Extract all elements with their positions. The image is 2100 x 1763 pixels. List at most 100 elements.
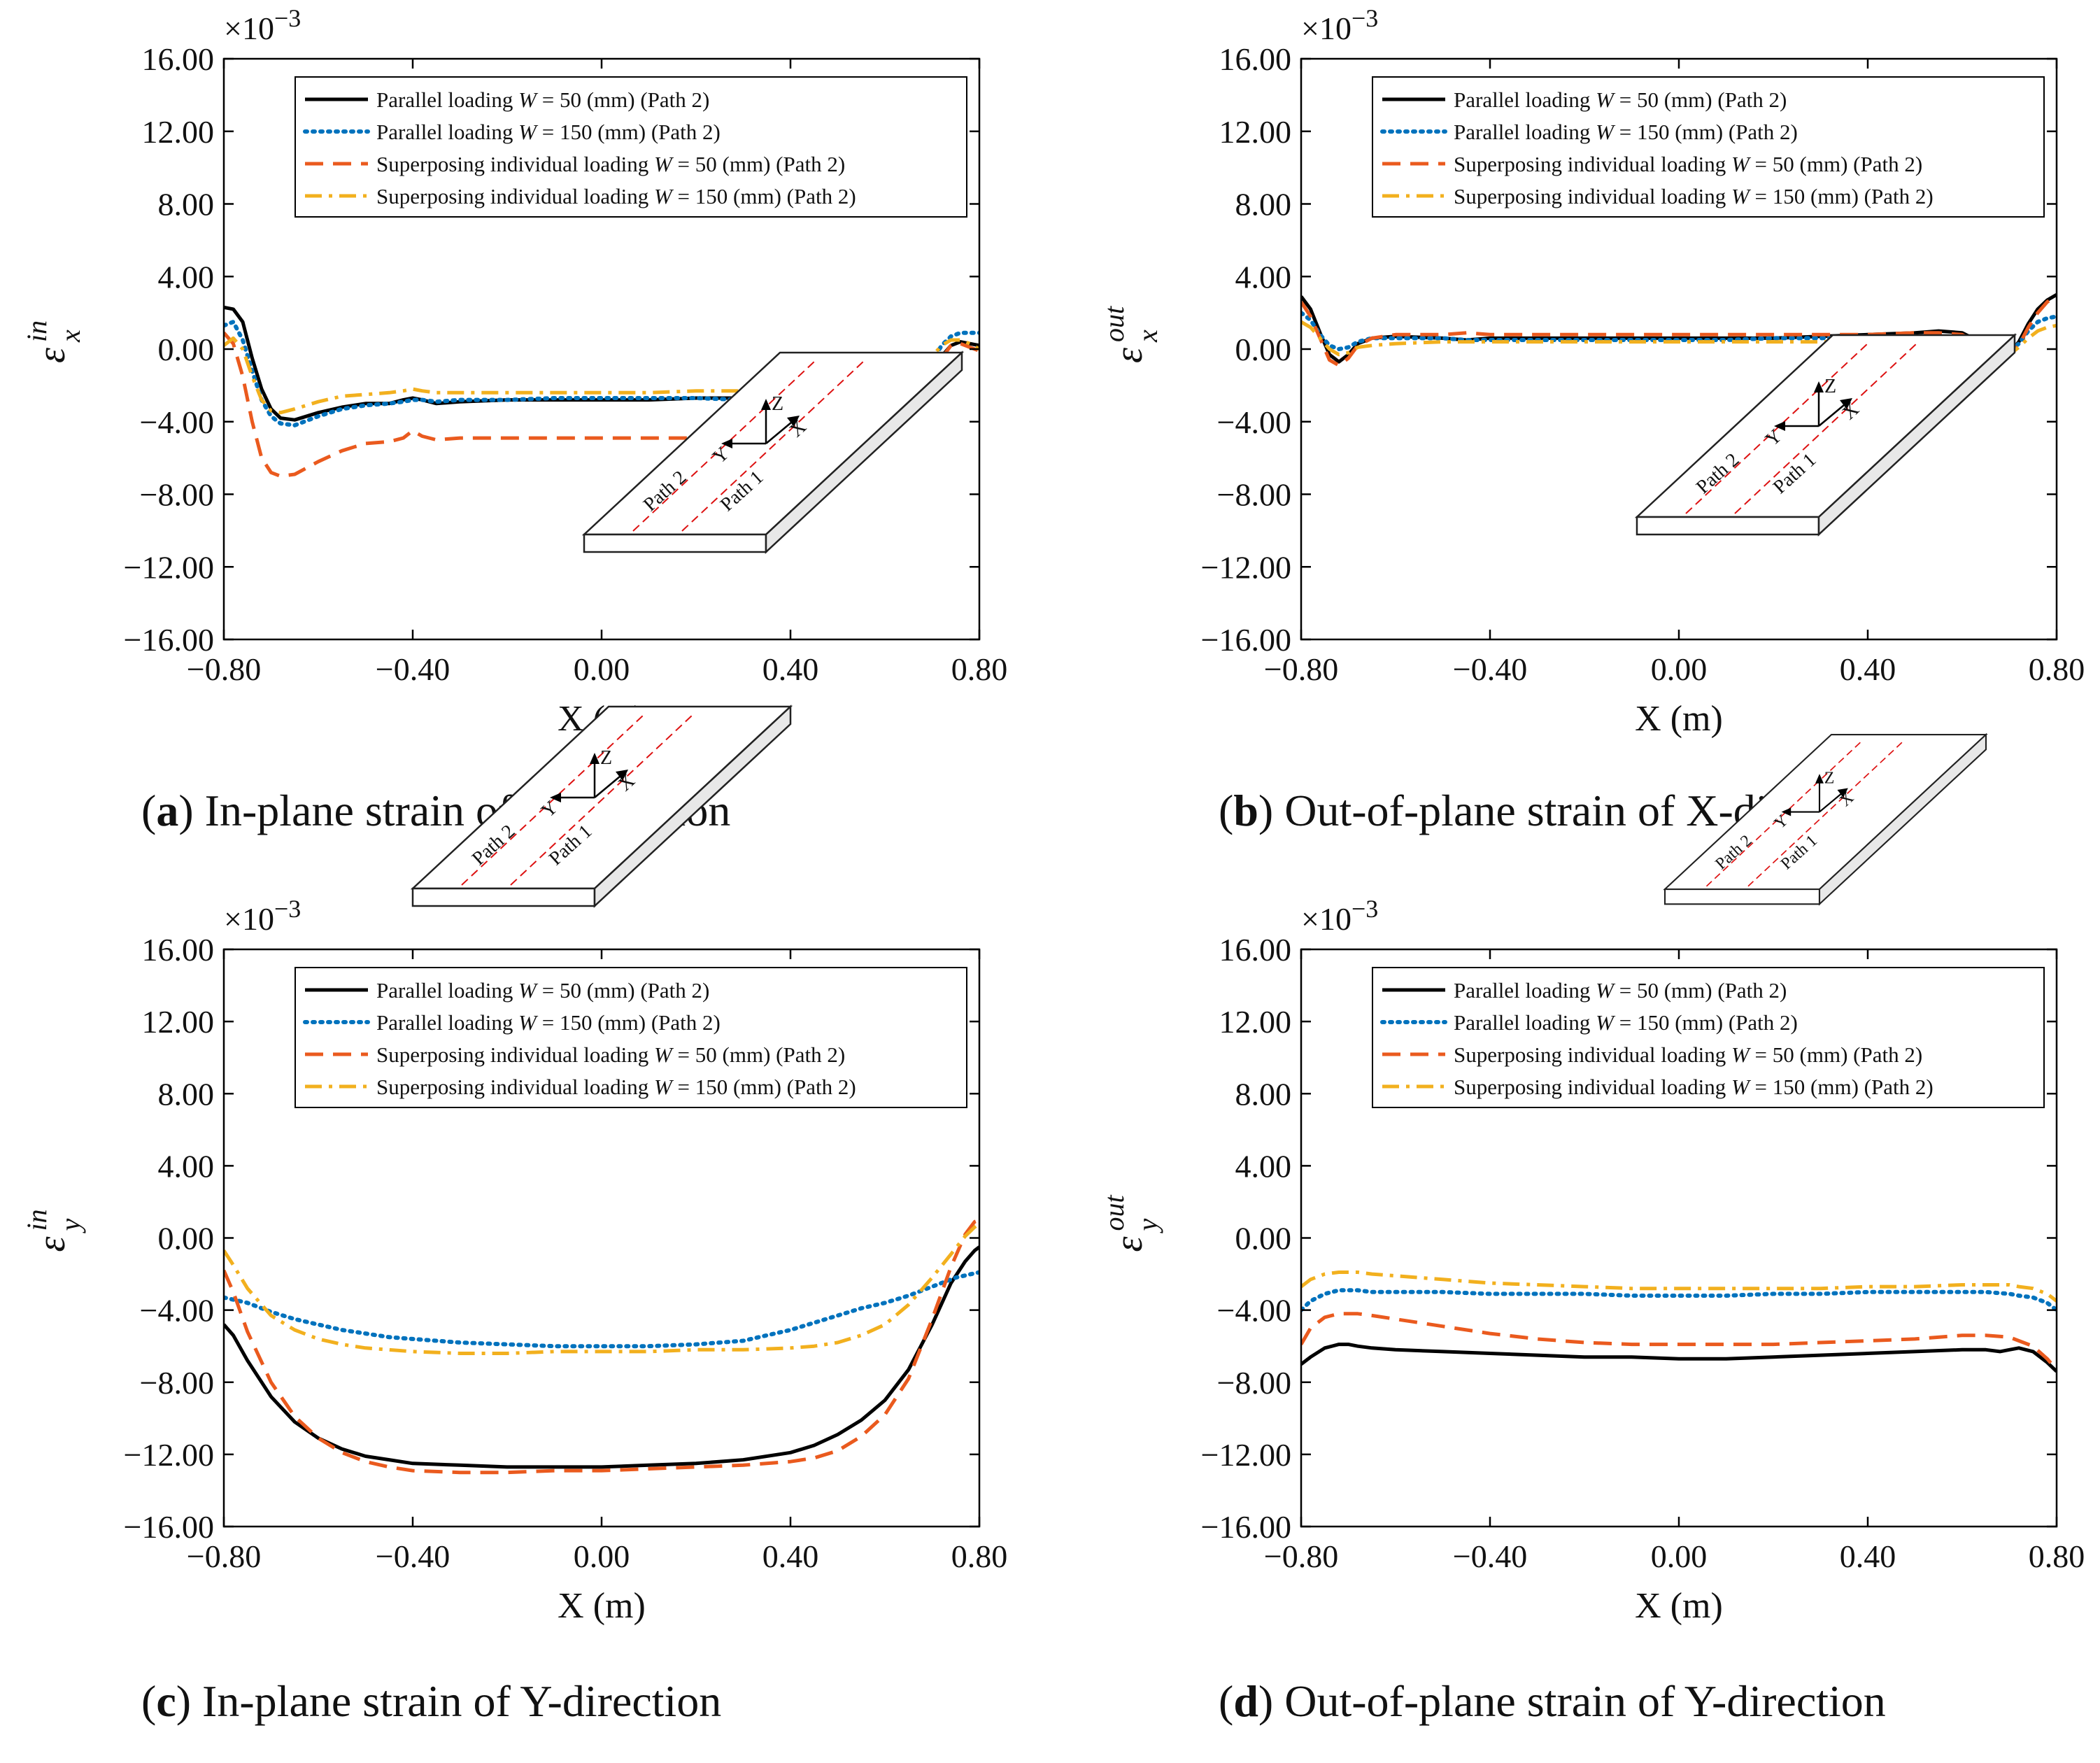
plate-front-face (583, 533, 767, 553)
axis-multiplier-exponent: −3 (274, 4, 301, 32)
plate-top-face (1634, 334, 2017, 518)
legend-label-1: Parallel loading W = 50 (mm) (Path 2) (1454, 87, 1787, 112)
path-2-line (1685, 343, 1868, 514)
y-axis-subscript: x (55, 330, 86, 343)
series-line-4 (224, 1222, 979, 1355)
plate-front-face (411, 887, 596, 907)
x-tick-label: −0.40 (1453, 1538, 1527, 1574)
y-tick-label: 12.00 (142, 1004, 215, 1040)
y-tick-label: −4.00 (140, 404, 214, 440)
y-tick-label: 4.00 (158, 259, 215, 295)
y-tick-label: 0.00 (158, 332, 215, 367)
legend-label-2: Parallel loading W = 150 (mm) (Path 2) (376, 120, 721, 144)
legend-label-4: Superposing individual loading W = 150 (… (1454, 1075, 1934, 1099)
x-tick-label: 0.80 (951, 651, 1008, 687)
y-tick-label: −12.00 (1201, 549, 1291, 585)
x-tick-label: 0.00 (574, 1538, 630, 1574)
x-axis-arrow (1818, 404, 1845, 427)
legend-label-3: Superposing individual loading W = 50 (m… (1454, 152, 1922, 176)
y-axis-title: ε out y (1098, 1195, 1163, 1252)
y-axis-symbol: ε (1107, 347, 1151, 363)
plate-top-face (581, 351, 965, 536)
legend-label-3: Superposing individual loading W = 50 (m… (1454, 1042, 1922, 1067)
y-tick-label: −4.00 (1217, 1293, 1291, 1329)
x-tick-label: 0.80 (2029, 651, 2085, 687)
x-tick-label: 0.00 (1651, 1538, 1708, 1574)
axis-multiplier: ×10−3 (224, 895, 301, 937)
y-axis-subscript: x (1132, 330, 1163, 343)
y-axis-symbol: ε (1107, 1236, 1151, 1252)
series-line-2 (1301, 311, 2057, 355)
series-line-2 (224, 1270, 979, 1349)
y-tick-label: 8.00 (158, 1076, 215, 1112)
path-1-line (681, 360, 865, 532)
y-axis-title: ε in x (21, 320, 86, 363)
y-axis-superscript: out (1098, 306, 1130, 342)
y-tick-label: 12.00 (1219, 114, 1292, 150)
panel-caption: (c) In-plane strain of Y-direction (141, 1676, 721, 1726)
y-axis-title: ε out x (1098, 306, 1163, 363)
y-tick-label: −16.00 (1201, 1509, 1291, 1545)
legend-box (295, 967, 967, 1108)
series-line-3 (1301, 1312, 2057, 1371)
y-tick-label: 0.00 (1235, 1221, 1292, 1256)
legend-label-2: Parallel loading W = 150 (mm) (Path 2) (1454, 120, 1798, 144)
plate-side-face (765, 351, 963, 554)
y-tick-label: −16.00 (1201, 622, 1291, 658)
x-axis-arrow (765, 422, 792, 444)
path-2-line (1705, 741, 1862, 887)
z-arrowhead (761, 399, 771, 410)
legend-box (1372, 967, 2045, 1108)
series-line-4 (1301, 1270, 2057, 1303)
x-axis-title: X (m) (1635, 1586, 1723, 1626)
legend-box (295, 76, 967, 218)
x-tick-label: 0.80 (2029, 1538, 2085, 1574)
legend-label-2: Parallel loading W = 150 (mm) (Path 2) (376, 1010, 721, 1035)
plate-front-face (1663, 888, 1821, 905)
x-tick-label: −0.80 (1264, 1538, 1338, 1574)
plate-side-face (593, 705, 792, 908)
z-arrowhead (590, 753, 600, 764)
y-tick-label: −8.00 (1217, 1365, 1291, 1401)
legend: Parallel loading W = 50 (mm) (Path 2) Par… (295, 967, 967, 1108)
series-group (1301, 1270, 2057, 1373)
z-arrowhead (1815, 774, 1824, 784)
x-tick-label: 0.00 (1651, 651, 1708, 687)
series-line-2 (224, 320, 979, 427)
x-tick-label: −0.80 (187, 651, 261, 687)
y-tick-label: −4.00 (1217, 404, 1291, 440)
z-axis-label: Z (600, 747, 612, 769)
path-2-line (632, 360, 816, 532)
y-tick-label: 8.00 (158, 187, 215, 222)
legend-label-2: Parallel loading W = 150 (mm) (Path 2) (1454, 1010, 1798, 1035)
legend-label-4: Superposing individual loading W = 150 (… (1454, 184, 1934, 208)
y-tick-label: 8.00 (1235, 187, 1292, 222)
y-tick-label: −12.00 (124, 549, 214, 585)
y-arrowhead (550, 793, 561, 802)
y-tick-label: 16.00 (1219, 932, 1292, 968)
y-tick-label: 4.00 (1235, 1148, 1292, 1184)
series-line-1 (224, 1245, 979, 1469)
x-tick-label: −0.80 (1264, 651, 1338, 687)
y-tick-label: −8.00 (1217, 477, 1291, 513)
y-tick-label: 16.00 (142, 932, 215, 968)
axis-multiplier-exponent: −3 (274, 895, 301, 923)
y-tick-label: 12.00 (142, 114, 215, 150)
axis-multiplier: ×10−3 (1301, 895, 1378, 937)
z-axis-label: Z (772, 393, 783, 415)
plate-side-face (1817, 333, 2016, 537)
legend: Parallel loading W = 50 (mm) (Path 2) Par… (295, 76, 967, 218)
path-1-line (1747, 741, 1903, 887)
y-tick-label: 8.00 (1235, 1076, 1292, 1112)
series-line-2 (1301, 1288, 2057, 1312)
y-tick-label: 4.00 (158, 1148, 215, 1184)
x-arrowhead (1840, 398, 1852, 409)
axis-multiplier-exponent: −3 (1351, 895, 1378, 923)
y-axis-title: ε in y (21, 1209, 86, 1252)
y-tick-label: 4.00 (1235, 259, 1292, 295)
